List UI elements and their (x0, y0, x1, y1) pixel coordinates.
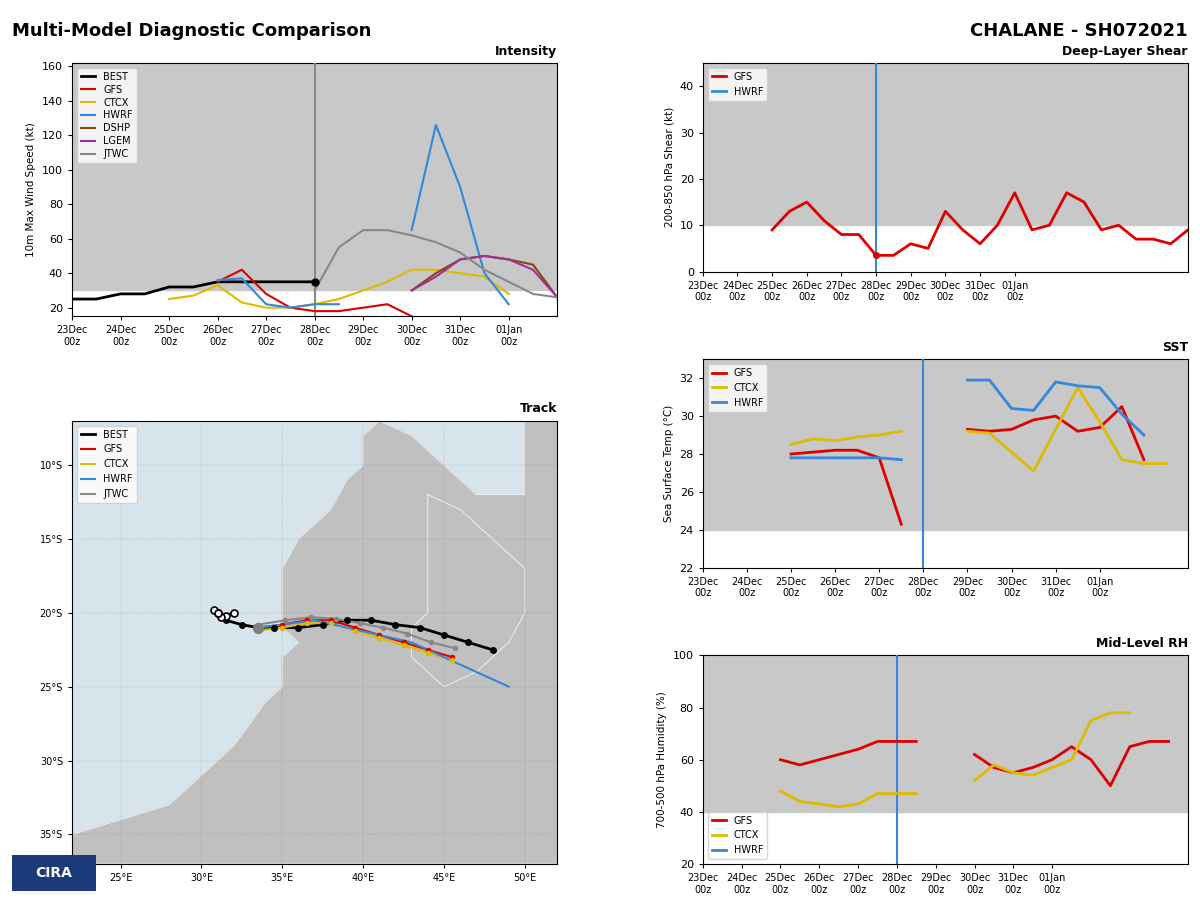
Text: Deep-Layer Shear: Deep-Layer Shear (1062, 45, 1188, 58)
Y-axis label: 200-850 hPa Shear (kt): 200-850 hPa Shear (kt) (664, 107, 674, 228)
Bar (72, 63, 557, 118)
Y-axis label: 10m Max Wind Speed (kt): 10m Max Wind Speed (kt) (26, 122, 36, 257)
Polygon shape (412, 495, 524, 687)
Text: SST: SST (1162, 341, 1188, 354)
Y-axis label: Sea Surface Temp (°C): Sea Surface Temp (°C) (664, 405, 674, 522)
Bar (703, 132, 1188, 179)
Bar (703, 655, 1188, 707)
Bar (703, 63, 1188, 132)
Text: Multi-Model Diagnostic Comparison: Multi-Model Diagnostic Comparison (12, 22, 371, 40)
Bar (703, 454, 1188, 492)
Bar (72, 238, 557, 291)
Bar (703, 707, 1188, 760)
Text: CHALANE - SH072021: CHALANE - SH072021 (971, 22, 1188, 40)
Legend: GFS, CTCX, HWRF: GFS, CTCX, HWRF (708, 812, 767, 860)
Bar (703, 179, 1188, 225)
Text: Track: Track (520, 402, 557, 416)
Text: CIRA: CIRA (36, 866, 72, 880)
Bar (703, 416, 1188, 454)
Bar (72, 118, 557, 178)
Bar (703, 760, 1188, 812)
Legend: GFS, HWRF: GFS, HWRF (708, 68, 767, 101)
Bar (72, 178, 557, 239)
Bar (703, 492, 1188, 530)
Legend: GFS, CTCX, HWRF: GFS, CTCX, HWRF (708, 364, 767, 411)
Legend: BEST, GFS, CTCX, HWRF, JTWC: BEST, GFS, CTCX, HWRF, JTWC (77, 426, 137, 503)
Y-axis label: 700-500 hPa Humidity (%): 700-500 hPa Humidity (%) (658, 691, 667, 828)
Polygon shape (72, 421, 557, 864)
Text: Intensity: Intensity (496, 45, 557, 58)
Text: Mid-Level RH: Mid-Level RH (1096, 637, 1188, 650)
Legend: BEST, GFS, CTCX, HWRF, DSHP, LGEM, JTWC: BEST, GFS, CTCX, HWRF, DSHP, LGEM, JTWC (77, 68, 137, 163)
Bar (703, 359, 1188, 416)
